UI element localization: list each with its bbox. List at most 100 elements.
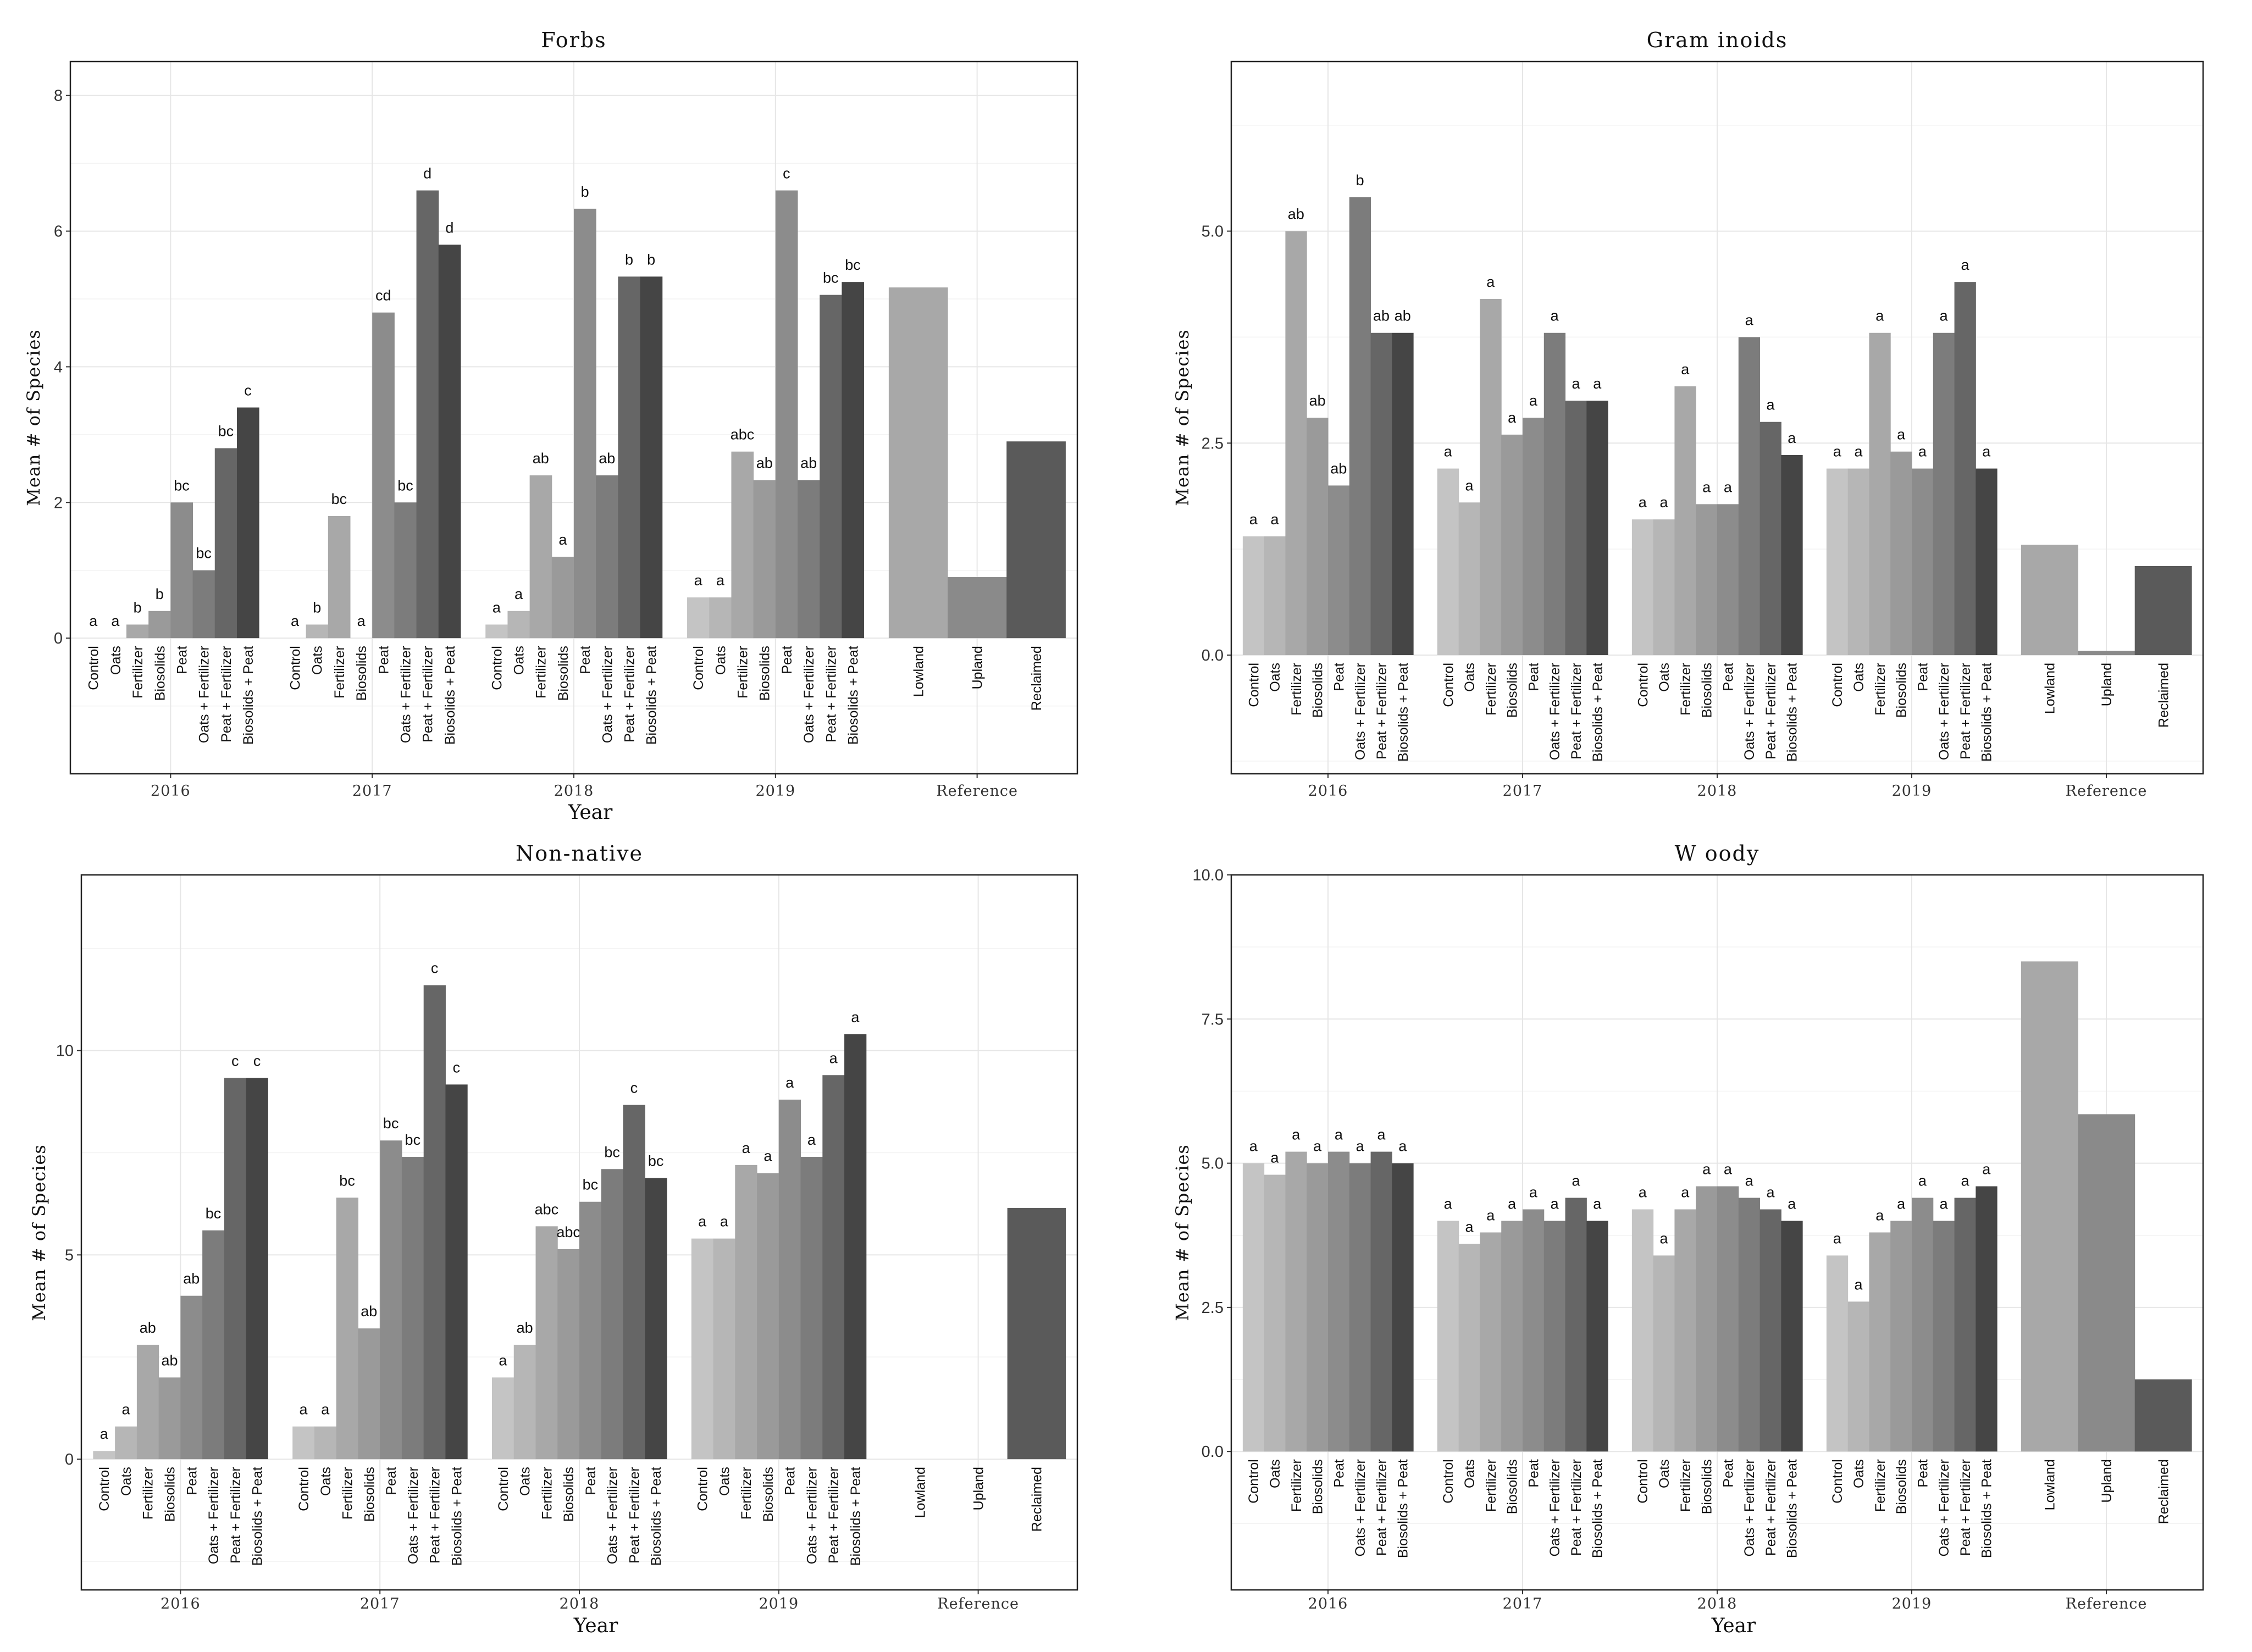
- category-label: Fertilizer: [141, 1467, 156, 1520]
- plot-frame: [1230, 874, 2204, 1591]
- bar: [1653, 1255, 1675, 1452]
- significance-letter: a: [1508, 1196, 1517, 1212]
- group-label: Reference: [2066, 783, 2148, 800]
- significance-letter: a: [1897, 1196, 1906, 1212]
- significance-letter: a: [1356, 1138, 1365, 1155]
- bar: [1911, 1198, 1934, 1452]
- category-label: Oats: [1657, 663, 1672, 692]
- significance-letter: a: [1551, 1196, 1559, 1212]
- y-tick-label: 2.5: [1202, 435, 1224, 452]
- category-label: Biosolids + Peat: [1979, 663, 1995, 762]
- y-axis-title: Mean # of Species: [1172, 1144, 1193, 1321]
- group-label: 2018: [1697, 783, 1738, 800]
- bar: [394, 502, 417, 639]
- category-label: Oats + Fertilizer: [1936, 1459, 1952, 1556]
- bar: [753, 480, 776, 639]
- category-label: Peat: [783, 1467, 798, 1495]
- bar: [529, 475, 552, 639]
- group-label: 2017: [352, 783, 392, 800]
- significance-letter: a: [1271, 511, 1280, 528]
- category-label: Control: [296, 1467, 312, 1511]
- category-label: Biosolids + Peat: [449, 1467, 464, 1566]
- significance-letter: ab: [1309, 392, 1326, 409]
- significance-letter: ab: [756, 455, 773, 472]
- significance-letter: a: [1788, 430, 1796, 446]
- significance-letter: c: [253, 1052, 261, 1069]
- significance-letter: a: [1961, 1173, 1969, 1189]
- category-label: Oats: [717, 1467, 732, 1496]
- bar: [640, 276, 663, 639]
- bar: [709, 597, 732, 639]
- bar: [1738, 1198, 1761, 1452]
- category-label: Fertilizer: [1289, 1459, 1304, 1512]
- significance-letter: a: [514, 586, 523, 602]
- group-label: 2018: [554, 783, 594, 800]
- bar: [1759, 422, 1781, 655]
- category-label: Control: [1246, 1459, 1261, 1504]
- group-label: 2016: [151, 783, 191, 800]
- category-label: Control: [489, 646, 505, 690]
- category-label: Peat + Fertilizer: [228, 1467, 244, 1564]
- y-axis-title: Mean # of Species: [23, 329, 44, 506]
- significance-letter: a: [1551, 308, 1559, 324]
- bar: [596, 475, 618, 639]
- bar: [778, 1099, 801, 1460]
- category-label: Control: [86, 646, 102, 690]
- significance-letter: a: [698, 1213, 707, 1230]
- bar: [1392, 332, 1414, 655]
- category-label: Peat: [578, 646, 593, 674]
- category-label: Biosolids: [1894, 1459, 1910, 1514]
- bar: [1543, 332, 1566, 655]
- bar: [1437, 1221, 1459, 1452]
- category-label: Oats: [512, 646, 527, 675]
- y-tick-label: 5: [65, 1246, 74, 1264]
- bar: [1264, 1174, 1286, 1452]
- significance-letter: bc: [206, 1205, 222, 1222]
- y-tick-label: 4: [54, 358, 63, 376]
- significance-letter: a: [785, 1074, 794, 1091]
- significance-letter: ab: [533, 450, 549, 467]
- significance-letter: a: [1875, 308, 1884, 324]
- bar: [1349, 197, 1371, 655]
- category-label: Oats + Fertilizer: [1742, 663, 1757, 760]
- bar: [1006, 441, 1066, 639]
- category-label: Peat + Fertilizer: [1958, 1459, 1973, 1556]
- x-axis-title: Year: [568, 801, 613, 824]
- bar: [1674, 386, 1696, 655]
- bar: [1976, 468, 1998, 655]
- bar: [2021, 545, 2078, 655]
- bar: [1307, 418, 1329, 655]
- significance-letter: c: [783, 165, 790, 182]
- significance-letter: c: [453, 1059, 461, 1076]
- significance-letter: ab: [183, 1271, 200, 1287]
- significance-letter: a: [763, 1148, 772, 1165]
- significance-letter: c: [431, 960, 439, 977]
- significance-letter: a: [1529, 392, 1538, 409]
- significance-letter: a: [829, 1050, 838, 1066]
- category-label: Biosolids: [561, 1467, 577, 1522]
- bar: [1869, 1232, 1891, 1452]
- significance-letter: d: [423, 165, 431, 182]
- bar: [358, 1328, 380, 1460]
- bar: [1674, 1209, 1696, 1452]
- category-label: Control: [97, 1467, 112, 1511]
- significance-letter: a: [1855, 444, 1863, 460]
- significance-letter: a: [742, 1140, 751, 1156]
- bar: [1954, 1198, 1976, 1452]
- bar: [842, 282, 865, 639]
- significance-letter: b: [1356, 172, 1364, 189]
- significance-letter: a: [1444, 1196, 1453, 1212]
- bar: [1631, 1209, 1654, 1452]
- significance-letter: a: [1398, 1138, 1407, 1155]
- significance-letter: a: [121, 1401, 130, 1418]
- category-label: Biosolids + Peat: [241, 646, 256, 745]
- bar: [1264, 536, 1286, 655]
- category-label: Control: [1246, 663, 1261, 707]
- y-tick-label: 2.5: [1202, 1299, 1224, 1317]
- bar: [1242, 1163, 1265, 1452]
- significance-letter: b: [313, 599, 321, 616]
- bar: [180, 1295, 203, 1460]
- significance-letter: b: [647, 251, 655, 268]
- significance-letter: bc: [174, 477, 190, 494]
- significance-letter: a: [1745, 312, 1754, 328]
